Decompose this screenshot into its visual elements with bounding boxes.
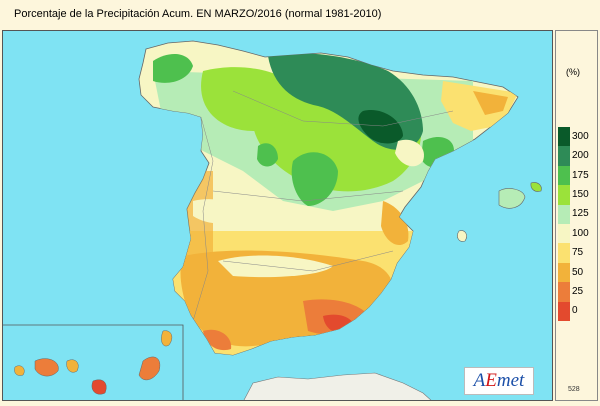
legend-label-300: 300 bbox=[572, 130, 589, 142]
map-frame bbox=[2, 30, 553, 401]
legend-unit: (%) bbox=[566, 67, 580, 77]
legend-swatch-150 bbox=[558, 185, 570, 205]
logo-rest: met bbox=[496, 370, 525, 391]
logo-e: E bbox=[485, 370, 497, 391]
legend-label-25: 25 bbox=[572, 285, 584, 297]
balearic-islands bbox=[457, 182, 542, 242]
precipitation-map bbox=[3, 40, 542, 400]
legend-swatch-100 bbox=[558, 223, 570, 244]
aemet-logo: AEmet bbox=[464, 367, 534, 395]
legend-swatch-175 bbox=[558, 165, 570, 186]
title-bar: Porcentaje de la Precipitación Acum. EN … bbox=[0, 0, 600, 30]
legend-label-125: 125 bbox=[572, 208, 589, 220]
legend-label-175: 175 bbox=[572, 169, 589, 181]
legend-swatch-0 bbox=[558, 301, 570, 321]
legend-panel: (%) 300 200 175 150 125 100 75 50 25 0 bbox=[555, 30, 598, 401]
canary-islands-inset bbox=[3, 324, 184, 400]
legend-label-0: 0 bbox=[572, 305, 578, 317]
map-code: 528 bbox=[568, 386, 580, 393]
legend-label-100: 100 bbox=[572, 227, 589, 239]
north-africa-coast bbox=[243, 372, 432, 400]
legend-swatch-200 bbox=[558, 146, 570, 166]
legend-swatch-125 bbox=[558, 204, 570, 224]
peninsula bbox=[138, 40, 519, 356]
legend-label-150: 150 bbox=[572, 188, 589, 200]
legend-label-75: 75 bbox=[572, 247, 584, 259]
legend-swatch-75 bbox=[558, 243, 570, 263]
legend-swatch-50 bbox=[558, 262, 570, 283]
legend-swatch-300 bbox=[558, 127, 570, 147]
legend-label-50: 50 bbox=[572, 266, 584, 278]
legend-label-200: 200 bbox=[572, 150, 589, 162]
legend-swatch-25 bbox=[558, 282, 570, 302]
logo-a: A bbox=[473, 370, 486, 391]
map-title: Porcentaje de la Precipitación Acum. EN … bbox=[14, 8, 382, 20]
legend-swatches bbox=[558, 127, 570, 321]
